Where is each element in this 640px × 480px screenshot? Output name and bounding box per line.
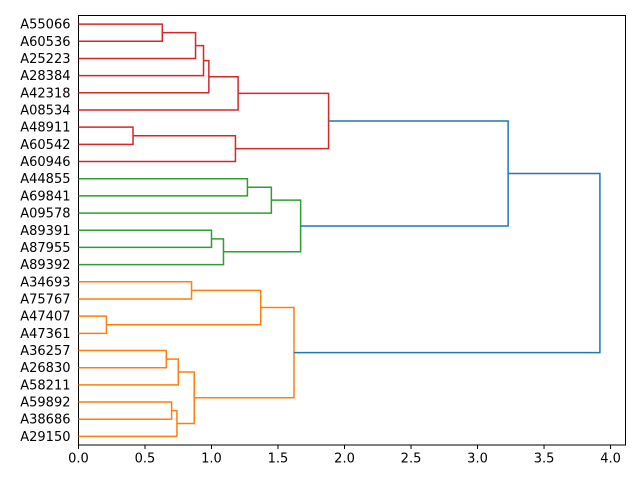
leaf-label: A55066 xyxy=(20,18,70,33)
leaf-label: A34693 xyxy=(20,275,70,290)
dendrogram-link-G5 xyxy=(223,199,302,253)
leaf-label: A60536 xyxy=(20,35,70,50)
dendrogram-link-G3 xyxy=(78,229,213,249)
dendrogram-link-O4 xyxy=(78,349,168,369)
leaf-label: A36257 xyxy=(20,344,70,359)
x-tick-label: 3.5 xyxy=(534,452,555,467)
x-tick-label: 0.5 xyxy=(135,452,156,467)
leaf-label: A08534 xyxy=(20,103,70,118)
leaf-label: A47361 xyxy=(20,327,70,342)
x-tick-label: 3.0 xyxy=(467,452,488,467)
dendrogram-link-R8 xyxy=(235,92,330,150)
x-tick-label: 0.0 xyxy=(68,452,89,467)
leaf-label: A09578 xyxy=(20,207,70,222)
leaf-label: A29150 xyxy=(20,430,70,445)
dendrogram-link-R2 xyxy=(78,31,197,60)
leaf-label: A48911 xyxy=(20,121,70,136)
leaf-label: A42318 xyxy=(20,86,70,101)
leaf-label: A38686 xyxy=(20,413,70,428)
leaf-label: A26830 xyxy=(20,361,70,376)
leaf-label: A60946 xyxy=(20,155,70,170)
x-tick-label: 1.5 xyxy=(268,452,289,467)
leaf-label: A60542 xyxy=(20,138,70,153)
leaf-label: A69841 xyxy=(20,189,70,204)
x-tick-label: 4.0 xyxy=(600,452,621,467)
leaf-label: A87955 xyxy=(20,241,70,256)
leaf-label: A75767 xyxy=(20,292,70,307)
leaf-label: A47407 xyxy=(20,310,70,325)
leaf-label: A59892 xyxy=(20,396,70,411)
dendrogram-link-B1 xyxy=(300,120,509,227)
leaf-label: A89392 xyxy=(20,258,70,273)
leaf-label: A44855 xyxy=(20,172,70,187)
dendrogram-link-B2 xyxy=(293,172,601,354)
x-tick-label: 2.5 xyxy=(401,452,422,467)
leaf-label: A28384 xyxy=(20,69,70,84)
leaf-label: A89391 xyxy=(20,224,70,239)
x-tick-label: 2.0 xyxy=(334,452,355,467)
dendrogram-link-O6 xyxy=(78,401,173,420)
leaf-label: A58211 xyxy=(20,378,70,393)
leaf-label: A25223 xyxy=(20,52,70,67)
x-tick-label: 1.0 xyxy=(201,452,222,467)
dendrogram-link-G2 xyxy=(78,186,273,214)
